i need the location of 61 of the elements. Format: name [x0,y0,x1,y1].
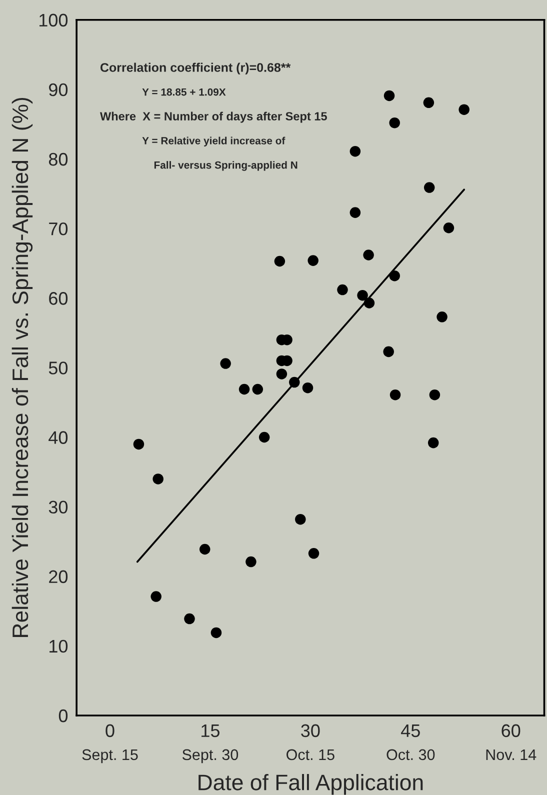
point [357,290,368,301]
point [389,117,400,128]
point [308,548,320,559]
y-tick-label: 30 [48,500,68,514]
point [258,432,270,443]
point [436,312,448,322]
point [252,384,264,395]
point [384,90,395,102]
x-tick-label: 30 [301,724,320,738]
point [423,97,434,108]
y-tick-label: 10 [50,640,68,653]
text: Oct. 15 [286,749,334,760]
point [337,284,348,296]
y-tick-label: 90 [49,83,68,96]
y-tick-label: 100 [40,14,68,27]
x-tick-label: 15 [202,724,220,738]
point [383,346,394,358]
point [246,556,256,568]
point [199,544,210,555]
point [429,389,440,400]
x-tick-label: 0 [106,724,114,738]
point [363,250,374,260]
y-axis-title: Relative Yield Increase of Fall vs. Spring-Applied N (%) [12,98,33,637]
x-axis-title: Date of Fall Application [198,774,423,795]
point [350,146,361,157]
text: Oct. 30 [386,749,435,760]
x-tick-label: 60 [502,724,520,738]
point [276,368,288,380]
point [424,182,435,193]
x-tick-label: 45 [401,724,420,738]
annotation: Correlation coefficient (r)=0.68** [100,62,291,74]
y-tick-label: 50 [48,362,68,374]
y-tick-label: 80 [48,152,68,166]
annotation: Where X = Number of days after Sept 15 [100,112,327,123]
point [184,613,195,624]
point [150,591,162,602]
point [238,384,250,395]
point [458,104,470,115]
point [133,438,144,450]
annotation: Fall- versus Spring-applied N [154,161,298,171]
point [274,256,286,267]
y-tick-label: 40 [48,431,68,444]
point [152,474,164,484]
point [390,389,401,400]
point [302,382,314,394]
text: Nov. 14 [486,749,536,760]
text: Sept. 30 [182,749,238,764]
text: Sept. 15 [82,749,138,764]
annotation: Y = 18.85 + 1.09X [142,88,226,96]
annotation: Y = Relative yield increase of [142,136,286,146]
point [308,255,318,266]
y-tick-label: 70 [49,222,68,236]
point [443,222,454,234]
y-tick-label: 0 [58,709,68,722]
point [428,437,439,448]
point [350,207,361,218]
point [295,514,306,525]
y-tick-label: 60 [49,292,68,305]
y-tick-label: 20 [49,570,68,584]
point [220,358,231,369]
point [210,627,222,638]
